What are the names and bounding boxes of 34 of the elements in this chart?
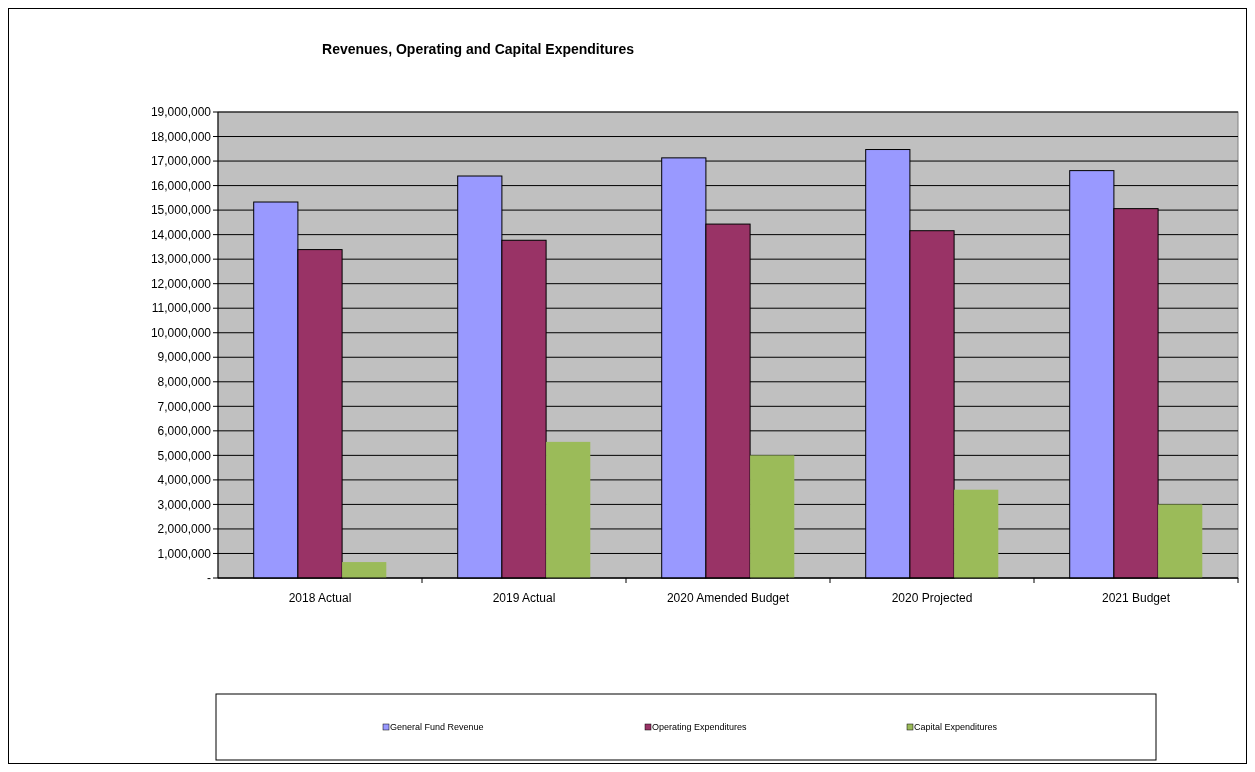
y-tick-label: 7,000,000: [157, 399, 212, 414]
y-tick-label: 13,000,000: [150, 252, 212, 267]
bar: [954, 489, 999, 578]
y-tick-label: 11,000,000: [151, 301, 212, 316]
x-tick-label: 2021 Budget: [1101, 591, 1171, 605]
y-tick-label: 10,000,000: [150, 325, 212, 340]
x-tick-label: 2020 Projected: [891, 591, 973, 605]
y-tick-label: 14,000,000: [150, 227, 212, 242]
y-tick-label: 18,000,000: [150, 129, 212, 144]
y-tick-label: 19,000,000: [150, 105, 212, 120]
legend-label: Operating Expenditures: [652, 722, 748, 732]
x-tick-label: 2020 Amended Budget: [666, 591, 790, 605]
y-tick-label: 6,000,000: [157, 424, 212, 439]
y-tick-label: 15,000,000: [150, 203, 212, 218]
bar: [546, 441, 591, 578]
legend-label: General Fund Revenue: [390, 722, 484, 732]
bar: [1158, 504, 1203, 578]
y-tick-label: 9,000,000: [157, 350, 212, 365]
y-tick-label: 3,000,000: [157, 497, 212, 512]
y-tick-label: -: [207, 571, 211, 586]
y-tick-label: 5,000,000: [157, 448, 212, 463]
y-tick-label: 4,000,000: [157, 473, 212, 488]
bar: [342, 562, 387, 578]
bar: [750, 455, 795, 578]
x-tick-label: 2018 Actual: [288, 591, 352, 605]
y-tick-label: 17,000,000: [150, 154, 212, 169]
chart-title: Revenues, Operating and Capital Expenditures: [322, 41, 635, 57]
y-tick-label: 2,000,000: [157, 522, 212, 537]
y-tick-label: 1,000,000: [157, 546, 212, 561]
y-tick-label: 8,000,000: [157, 374, 212, 389]
y-tick-label: 16,000,000: [150, 178, 212, 193]
x-tick-label: 2019 Actual: [492, 591, 556, 605]
y-tick-label: 12,000,000: [150, 276, 212, 291]
legend-label: Capital Expenditures: [914, 722, 998, 732]
